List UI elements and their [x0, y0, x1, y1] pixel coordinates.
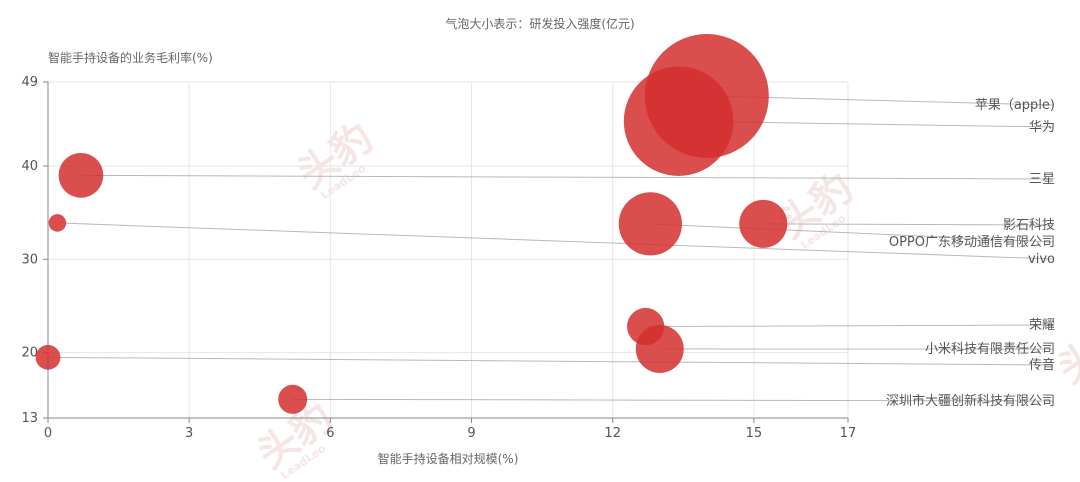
bubble-point[interactable]: [618, 192, 682, 256]
y-tick-label: 40: [21, 159, 38, 174]
bubble-point[interactable]: [623, 66, 734, 176]
bubble-label: 传音: [1029, 357, 1055, 373]
bubble-label: 华为: [1029, 120, 1055, 135]
bubble-label: 深圳市大疆创新科技有限公司: [886, 393, 1055, 409]
bubble-point[interactable]: [35, 344, 61, 370]
x-tick-label: 17: [840, 426, 857, 441]
bubble-point[interactable]: [48, 214, 67, 232]
x-axis-label: 智能手持设备相对规模(%): [378, 451, 519, 466]
bubble-point[interactable]: [627, 307, 665, 346]
bubble-point[interactable]: [58, 152, 104, 198]
y-tick-label: 20: [21, 346, 38, 361]
x-tick-label: 6: [326, 426, 334, 441]
x-tick-label: 12: [604, 426, 621, 441]
leader-line: [650, 223, 1054, 243]
y-tick-label: 30: [21, 252, 38, 267]
bubble-label: 影石科技: [1003, 218, 1055, 233]
bubble-label: OPPO广东移动通信有限公司: [889, 235, 1055, 250]
x-tick-label: 15: [746, 426, 763, 441]
leader-line: [292, 398, 1054, 402]
bubble-label: vivo: [1028, 252, 1055, 267]
bubble-point[interactable]: [739, 199, 788, 248]
bubbles: [35, 34, 788, 414]
x-tick-label: 9: [467, 426, 475, 441]
axes: 0 3 6 9 12 15 17 13 20 30 40 49: [21, 75, 856, 441]
chart-title: 气泡大小表示：研发投入强度(亿元): [445, 16, 634, 31]
bubble-label: 小米科技有限责任公司: [925, 342, 1055, 357]
y-tick-label: 13: [21, 411, 38, 426]
bubble-label: 荣耀: [1029, 318, 1055, 333]
y-tick-label: 49: [21, 75, 38, 90]
leader-line: [57, 222, 1054, 260]
leader-line: [47, 356, 1054, 366]
bubble-label: 苹果（apple): [975, 98, 1055, 113]
leader-line: [80, 174, 1054, 180]
leader-line: [645, 324, 1054, 328]
leader-line: [763, 223, 1054, 226]
y-axis-label: 智能手持设备的业务毛利率(%): [48, 50, 213, 65]
x-tick-label: 0: [44, 426, 52, 441]
bubble-label: 三星: [1029, 172, 1055, 187]
x-tick-label: 3: [185, 426, 193, 441]
bubble-point[interactable]: [278, 384, 308, 414]
